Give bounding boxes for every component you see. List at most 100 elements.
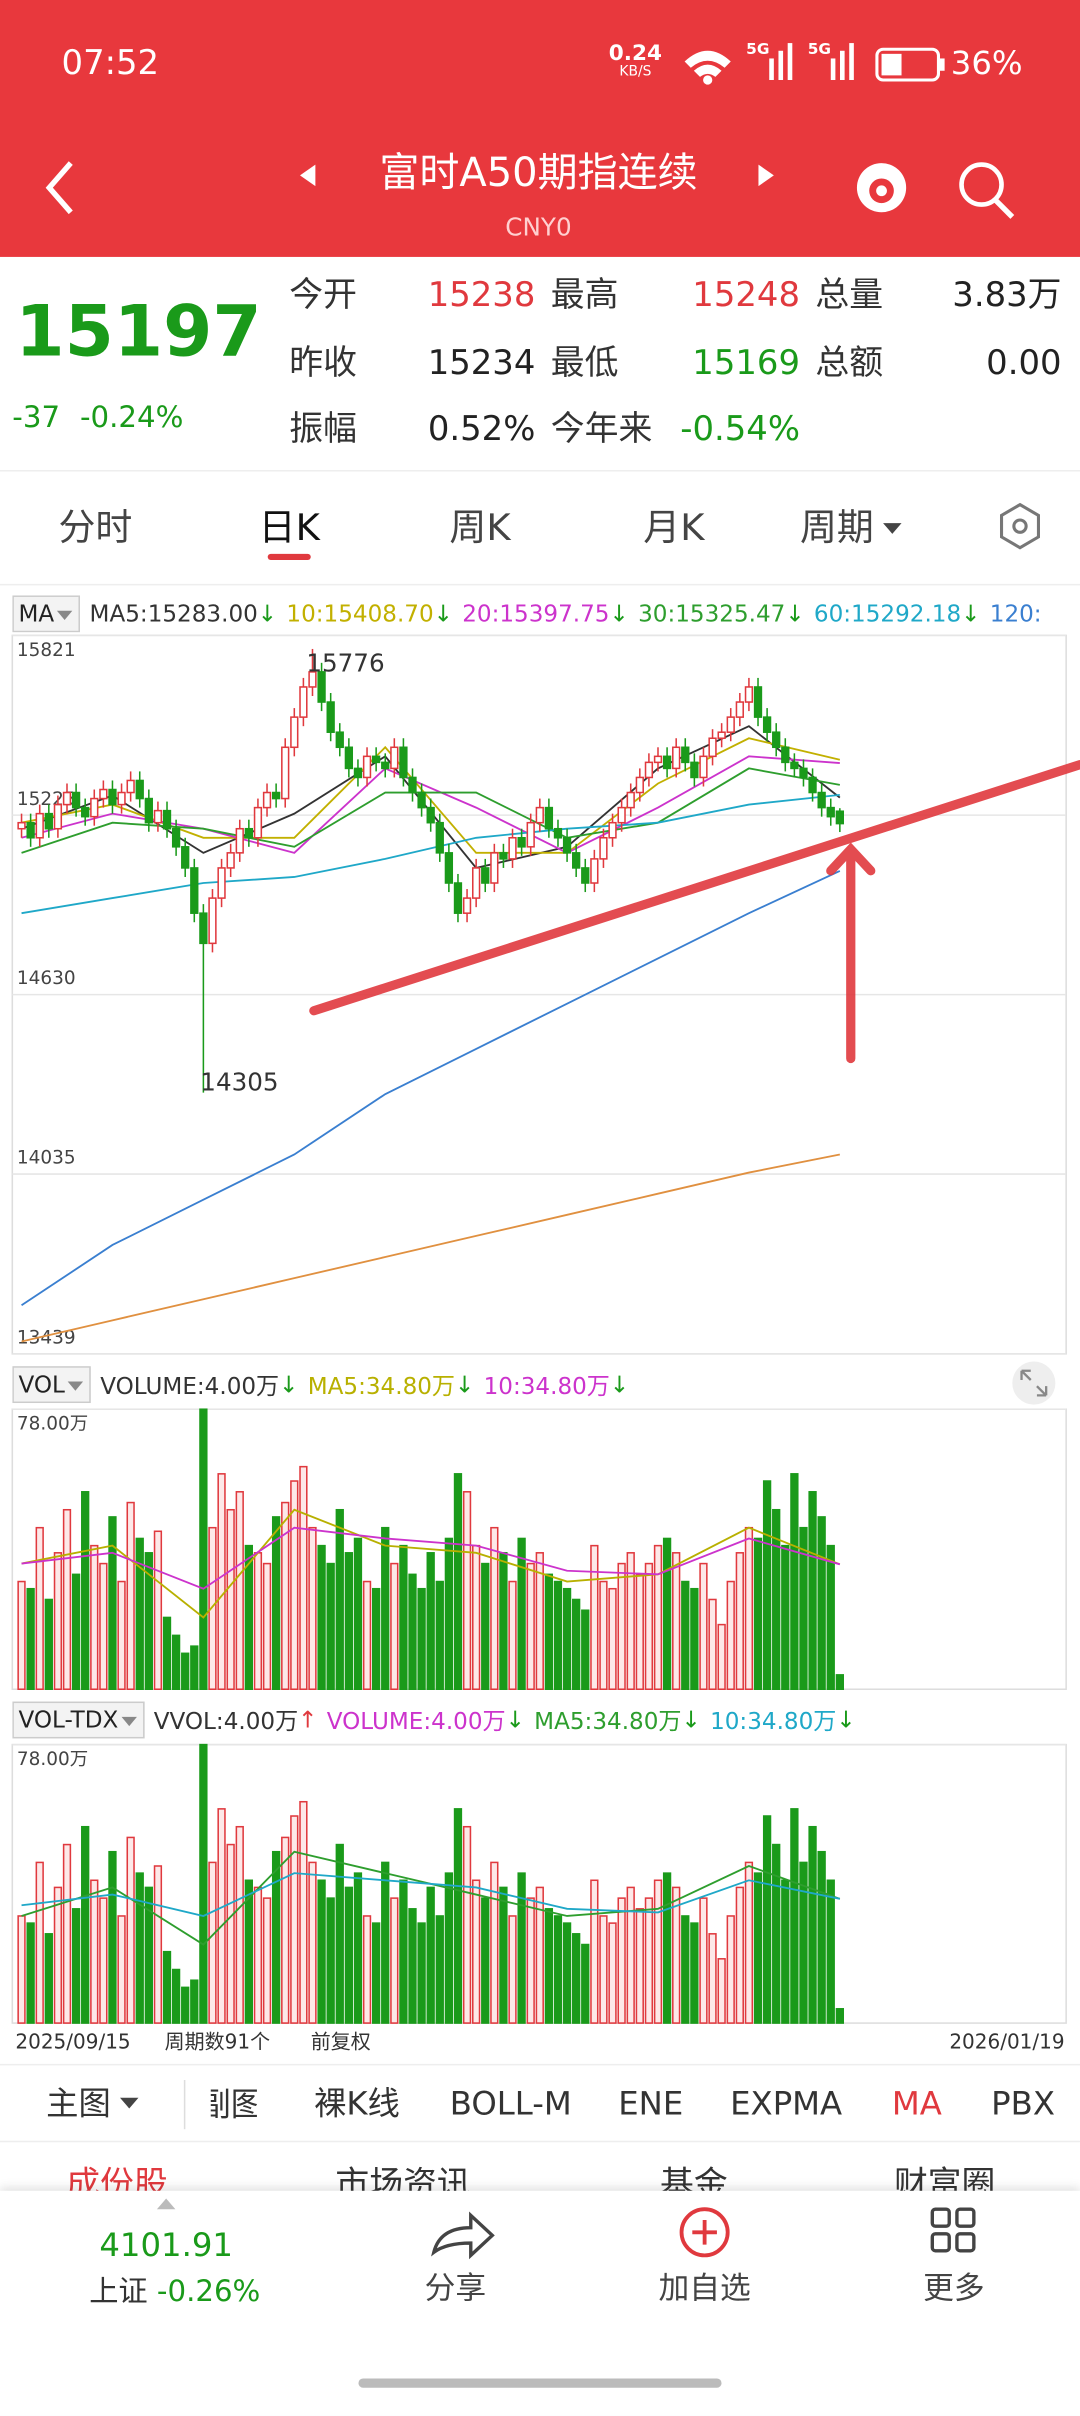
high-label: 15776 (306, 648, 384, 677)
share-icon[interactable] (431, 2211, 495, 2260)
volume-bar (244, 1879, 253, 2024)
index-value[interactable]: 4101.91 (99, 2226, 233, 2264)
candle-body (244, 827, 253, 839)
period-tab[interactable]: 周期 (800, 509, 902, 546)
candle-body (308, 671, 317, 688)
volume-bar (126, 1836, 135, 2024)
prev-icon[interactable] (299, 164, 316, 187)
field-label: 振幅 (289, 410, 357, 450)
indicator-item[interactable]: BOLL-M (449, 2085, 572, 2123)
volume-bar (753, 1872, 763, 2024)
nav-item[interactable]: 分享 (424, 2269, 487, 2307)
legend-title[interactable]: VOL (12, 1366, 92, 1404)
period-tab[interactable]: 分时 (58, 506, 133, 550)
legend-arrow: ↓ (455, 1370, 475, 1399)
volume-bar (299, 1465, 308, 1690)
price-change: -37 (12, 400, 61, 435)
volume-bar (672, 1886, 681, 2024)
volume-bar (308, 1526, 317, 1690)
candle-body (762, 716, 772, 733)
ma-line (21, 1508, 841, 1619)
y-tick-label: 14035 (17, 1148, 76, 1169)
next-icon[interactable] (758, 164, 774, 187)
period-tab[interactable]: 日K (258, 506, 320, 550)
candle-body (35, 812, 44, 839)
legend: VOL VOLUME:4.00万 ↓ MA5:34.80万 ↓ 10:34.80万 ↓ (12, 1366, 1080, 1404)
volume-bar (744, 1526, 754, 1690)
indicator-item[interactable]: MA (891, 2085, 942, 2123)
candle-body (117, 791, 126, 806)
volume-bar (817, 1850, 826, 2024)
volume-bar (499, 1886, 508, 2024)
nav-item[interactable]: 加自选 (658, 2269, 751, 2307)
candle-body (572, 852, 581, 869)
search-icon[interactable] (959, 162, 1015, 219)
settings-icon[interactable] (999, 502, 1040, 550)
indicator-item[interactable]: EXPMA (730, 2085, 843, 2123)
volume-bar (81, 1825, 90, 2024)
volume-bar (417, 1587, 426, 1690)
volume-bar (208, 1526, 217, 1690)
index-change[interactable]: -0.26% (156, 2274, 261, 2309)
candle-body (471, 867, 481, 899)
candle-body (708, 737, 717, 758)
active-tab-underline (267, 553, 311, 560)
expand-icon[interactable] (1012, 1361, 1056, 1405)
candle-body (517, 837, 526, 848)
volume-bar (108, 1516, 117, 1690)
candle-body (508, 837, 517, 860)
volume-bar (226, 1843, 235, 2024)
volume-bar (708, 1598, 717, 1690)
volume-bar (681, 1580, 690, 1690)
candle-body (626, 791, 635, 809)
volume-bar (690, 1587, 699, 1690)
candle-body (81, 806, 90, 818)
volume-bar (299, 1800, 308, 2024)
volume-bar (226, 1508, 235, 1690)
volume-bar (817, 1516, 826, 1690)
mascot-icon[interactable] (856, 163, 907, 213)
sub-indicator-clip: 副图 (211, 2086, 257, 2126)
volume-bar (408, 1573, 417, 1690)
volume-bar (199, 1408, 208, 1690)
volume-bar (535, 1552, 544, 1690)
index-name[interactable]: 上证 (89, 2274, 148, 2309)
candle-body (590, 858, 599, 884)
candle-body (699, 755, 708, 779)
sub-indicator[interactable]: 副图 (211, 2088, 257, 2121)
candle-body (371, 755, 381, 764)
period-tab[interactable]: 月K (643, 506, 705, 550)
candle-body (453, 882, 463, 914)
volume-bar (772, 1843, 781, 2024)
indicator-item[interactable]: ENE (618, 2085, 684, 2123)
volume-bar (390, 1562, 399, 1690)
period-tab[interactable]: 周K (449, 506, 511, 550)
field-label: 最高 (550, 276, 619, 316)
indicator-item[interactable]: PBX (991, 2085, 1055, 2123)
volume-bar (717, 1623, 726, 1690)
header-title: 富时A50期指连续 (379, 150, 698, 197)
legend-title[interactable]: VOL-TDX (12, 1701, 145, 1739)
candle-body (290, 716, 299, 749)
expand-arrow[interactable] (156, 2198, 176, 2210)
nav-icons (156, 2198, 976, 2388)
add-icon[interactable] (679, 2207, 730, 2258)
volume-bar (481, 1897, 490, 2024)
main-indicator[interactable]: 主图 (46, 2088, 138, 2120)
candle-body (653, 755, 663, 764)
legend-title[interactable]: MA (12, 595, 81, 633)
candle-body (644, 761, 654, 779)
volume-bar (335, 1843, 344, 2024)
legend-arrow: ↓ (785, 599, 805, 628)
ma-line (21, 1872, 841, 1917)
volume-bar (271, 1850, 281, 2024)
candle-body (826, 806, 835, 818)
back-icon[interactable] (45, 161, 73, 215)
more-icon[interactable] (930, 2207, 976, 2253)
nav-item[interactable]: 更多 (923, 2269, 985, 2307)
volume-bar (235, 1491, 244, 1690)
volume-bar (217, 1808, 226, 2024)
indicator-item[interactable]: 裸K线 (314, 2085, 400, 2123)
legend-arrow: ↓ (836, 1706, 856, 1734)
